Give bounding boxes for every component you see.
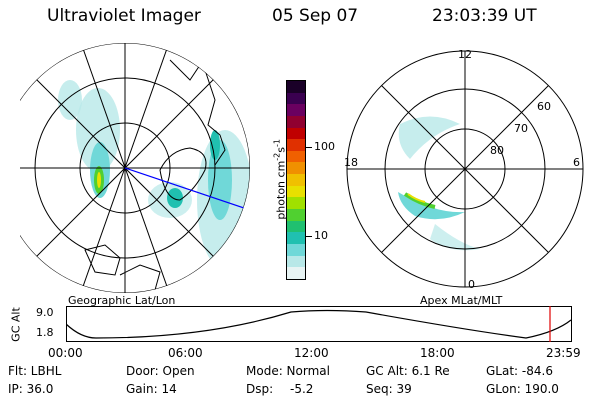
polar-grid xyxy=(346,50,584,288)
magnetic-caption: Apex MLat/MLT xyxy=(420,294,503,307)
colorbar-segment xyxy=(287,150,305,163)
colorbar-tick-100 xyxy=(306,147,312,148)
colorbar-segment xyxy=(287,232,305,244)
satellite-track-line xyxy=(124,167,250,211)
time-tick-2: 12:00 xyxy=(294,346,329,360)
colorbar-segment xyxy=(287,127,305,140)
colorbar-unit-label: photon cm-2s-1 xyxy=(272,139,288,220)
geographic-image xyxy=(20,43,250,293)
mlt-label-bottom: 0 xyxy=(468,278,475,291)
mlat-label-70: 70 xyxy=(514,122,528,135)
colorbar-segment xyxy=(287,267,305,279)
magnetic-polar-plot: 12 0 18 6 60 70 80 xyxy=(344,48,584,291)
time-tick-4: 23:59 xyxy=(546,346,581,360)
dsp-label: Dsp: xyxy=(246,382,274,396)
sequence-status: Seq: 39 xyxy=(366,382,412,396)
colorbar-segment xyxy=(287,174,305,186)
geographic-caption: Geographic Lat/Lon xyxy=(68,294,176,307)
time-tick-1: 06:00 xyxy=(168,346,203,360)
geo-graticule xyxy=(20,43,250,293)
altitude-tick-bottom: 1.8 xyxy=(36,326,54,339)
mlat-label-60: 60 xyxy=(537,100,551,113)
mlt-label-top: 12 xyxy=(458,48,472,61)
colorbar-label-100: 100 xyxy=(314,140,335,153)
altitude-axis-label: GC Alt xyxy=(9,307,23,342)
colorbar-segment xyxy=(287,209,305,221)
colorbar-label-10: 10 xyxy=(314,229,328,242)
geo-longitude-status: GLon: 190.0 xyxy=(486,382,559,396)
filter-status: Flt: LBHL xyxy=(8,364,62,378)
colorbar-segment xyxy=(287,255,305,268)
aurora-emission-right xyxy=(398,116,480,251)
colorbar-segment xyxy=(287,220,305,233)
time-tick-3: 18:00 xyxy=(420,346,455,360)
time-tick-0: 00:00 xyxy=(48,346,83,360)
aurora-emission-left xyxy=(58,80,250,270)
colorbar-segment xyxy=(287,139,305,151)
geo-latitude-status: GLat: -84.6 xyxy=(486,364,553,378)
colorbar-segment xyxy=(287,92,305,105)
mlt-label-left: 18 xyxy=(344,156,358,169)
colorbar-segment xyxy=(287,81,305,93)
altitude-timeline-plot xyxy=(66,306,572,342)
time-label: 23:03:39 UT xyxy=(432,6,537,26)
date-label: 05 Sep 07 xyxy=(272,6,359,26)
mlat-label-80: 80 xyxy=(490,144,504,157)
ip-status: IP: 36.0 xyxy=(8,382,54,396)
instrument-title: Ultraviolet Imager xyxy=(47,6,201,26)
mlt-label-right: 6 xyxy=(573,156,580,169)
colorbar-tick-10 xyxy=(306,236,312,237)
altitude-curve xyxy=(66,309,572,339)
mode-status: Mode: Normal xyxy=(246,364,330,378)
colorbar-segment xyxy=(287,115,305,128)
colorbar-segment xyxy=(287,243,305,256)
colorbar-segment xyxy=(287,162,305,175)
colorbar-segment xyxy=(287,185,305,198)
colorbar xyxy=(286,80,306,280)
gain-status: Gain: 14 xyxy=(126,382,177,396)
gc-altitude-status: GC Alt: 6.1 Re xyxy=(366,364,450,378)
door-status: Door: Open xyxy=(126,364,195,378)
colorbar-segment xyxy=(287,197,305,210)
colorbar-segment xyxy=(287,104,305,116)
dsp-value: -5.2 xyxy=(290,382,314,396)
altitude-tick-top: 9.0 xyxy=(36,306,54,319)
